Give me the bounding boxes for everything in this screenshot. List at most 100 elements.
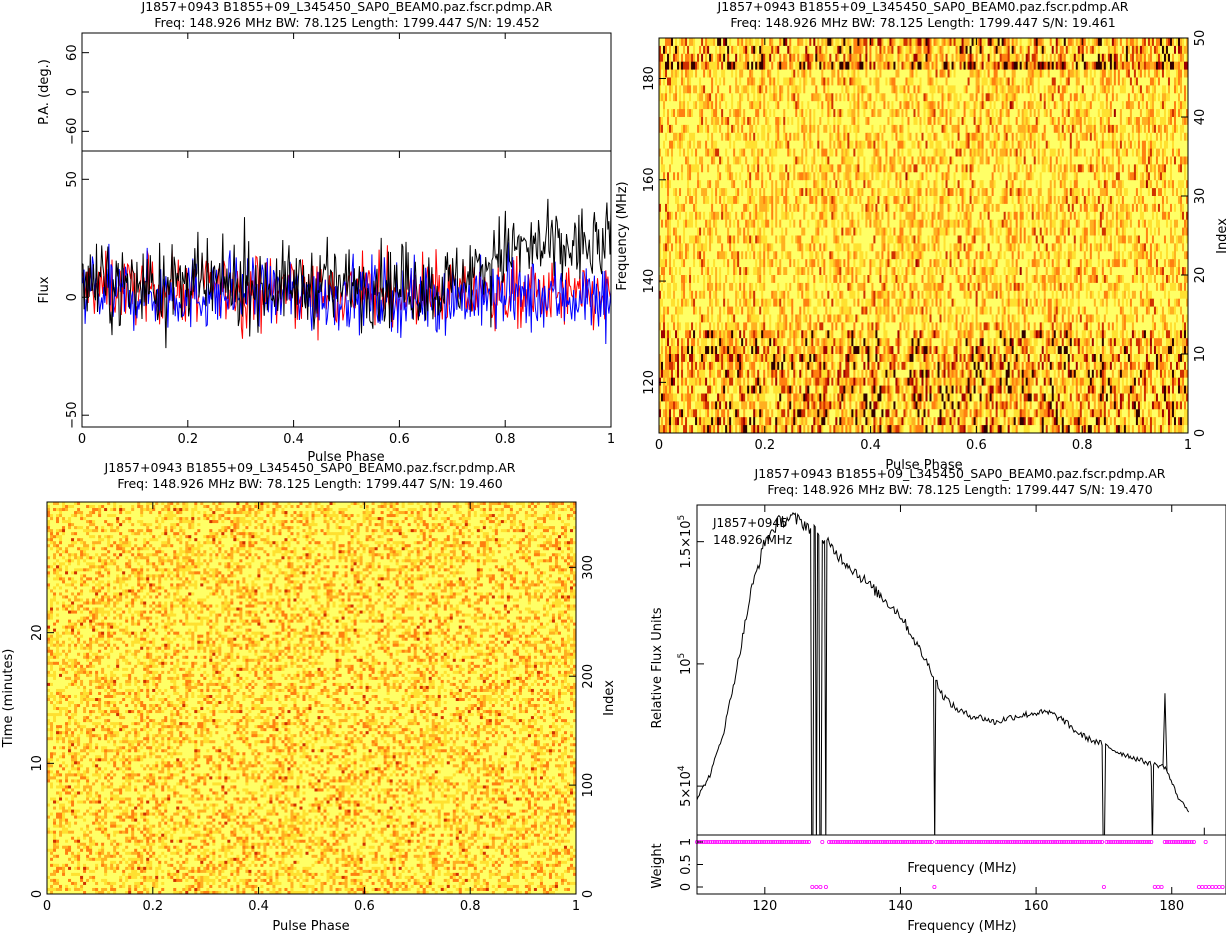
freq-phase-cell xyxy=(993,85,997,94)
panel-freq-phase: J1857+0943 B1855+09_L345450_SAP0_BEAM0.p… xyxy=(615,0,1226,473)
freq-phase-cell xyxy=(725,93,728,102)
freq-phase-cell xyxy=(1147,45,1151,55)
freq-phase-cell xyxy=(817,109,820,118)
freq-phase-cell xyxy=(871,45,874,55)
freq-phase-cell xyxy=(665,38,668,47)
freq-phase-cell xyxy=(1067,61,1071,70)
freq-phase-cell xyxy=(693,117,696,126)
freq-phase-cell xyxy=(759,38,762,47)
freq-phase-cell xyxy=(873,93,876,102)
freq-phase-cell xyxy=(715,101,718,110)
freq-phase-cell xyxy=(1063,61,1067,70)
freq-phase-cell xyxy=(807,69,810,78)
freq-phase-cell xyxy=(1065,38,1069,47)
freq-phase-cell xyxy=(745,45,748,55)
freq-phase-cell xyxy=(905,85,908,94)
freq-phase-cell xyxy=(827,77,830,86)
freq-phase-cell xyxy=(1169,69,1173,78)
freq-phase-cell xyxy=(661,45,664,55)
freq-phase-cell xyxy=(1087,109,1091,118)
freq-phase-cell xyxy=(1075,61,1079,70)
freq-phase-cell xyxy=(881,77,884,86)
freq-phase-cell xyxy=(961,69,964,78)
freq-phase-cell xyxy=(1095,45,1099,55)
freq-phase-cell xyxy=(767,85,770,94)
freq-phase-cell xyxy=(1143,45,1147,55)
freq-phase-cell xyxy=(971,101,974,110)
freq-phase-cell xyxy=(921,77,924,86)
freq-phase-cell xyxy=(821,93,824,102)
freq-phase-cell xyxy=(787,53,790,63)
freq-phase-cell xyxy=(1131,93,1135,102)
freq-phase-cell xyxy=(955,85,958,94)
freq-phase-cell xyxy=(907,101,910,110)
freq-phase-cell xyxy=(757,45,760,55)
freq-phase-cell xyxy=(1127,109,1131,118)
freq-phase-cell xyxy=(889,101,892,110)
freq-phase-cell xyxy=(1121,101,1125,110)
freq-phase-cell xyxy=(681,85,684,94)
freq-phase-cell xyxy=(1071,61,1075,70)
freq-phase-cell xyxy=(735,69,738,78)
freq-phase-cell xyxy=(941,109,944,118)
freq-phase-cell xyxy=(967,38,970,47)
freq-phase-cell xyxy=(1003,61,1007,70)
freq-phase-cell xyxy=(1005,85,1009,94)
freq-phase-cell xyxy=(1047,69,1051,78)
freq-phase-cell xyxy=(1079,77,1083,86)
freq-phase-cell xyxy=(1111,101,1115,110)
freq-phase-cell xyxy=(931,61,934,70)
freq-phase-cell xyxy=(983,69,987,78)
freq-phase-cell xyxy=(991,85,995,94)
freq-phase-cell xyxy=(705,38,708,47)
freq-phase-cell xyxy=(865,38,868,47)
freq-phase-cell xyxy=(727,77,730,86)
freq-phase-cell xyxy=(833,101,836,110)
freq-phase-cell xyxy=(823,61,826,70)
freq-phase-cell xyxy=(1119,53,1123,63)
freq-phase-cell xyxy=(727,69,730,78)
freq-phase-cell xyxy=(685,53,688,63)
freq-phase-cell xyxy=(1011,38,1015,47)
freq-phase-cell xyxy=(705,117,708,126)
freq-phase-cell xyxy=(825,45,828,55)
freq-phase-cell xyxy=(839,61,842,70)
freq-phase-cell xyxy=(711,77,714,86)
freq-phase-cell xyxy=(1105,53,1109,63)
freq-phase-cell xyxy=(799,69,802,78)
freq-phase-cell xyxy=(809,38,812,47)
freq-phase-cell xyxy=(825,85,828,94)
freq-phase-cell xyxy=(853,85,856,94)
freq-phase-cell xyxy=(719,45,722,55)
freq-phase-cell xyxy=(955,109,958,118)
freq-phase-cell xyxy=(685,93,688,102)
freq-phase-cell xyxy=(787,38,790,47)
freq-phase-cell xyxy=(1059,85,1063,94)
profile-series-stokes_i xyxy=(82,198,611,349)
freq-phase-cell xyxy=(1049,69,1053,78)
freq-phase-cell xyxy=(687,45,690,55)
freq-phase-cell xyxy=(833,85,836,94)
freq-phase-cell xyxy=(1083,101,1087,110)
freq-phase-cell xyxy=(1155,85,1159,94)
freq-phase-cell xyxy=(905,109,908,118)
freq-phase-cell xyxy=(941,69,944,78)
freq-phase-cell xyxy=(1145,38,1149,47)
freq-phase-cell xyxy=(1001,53,1005,63)
freq-phase-cell xyxy=(695,109,698,118)
freq-phase-cell xyxy=(795,77,798,86)
freq-phase-cell xyxy=(845,53,848,63)
freq-phase-cell xyxy=(809,53,812,63)
freq-phase-cell xyxy=(1043,85,1047,94)
freq-phase-cell xyxy=(1107,38,1111,47)
freq-phase-cell xyxy=(705,101,708,110)
freq-phase-cell xyxy=(1081,77,1085,86)
freq-phase-cell xyxy=(1141,77,1145,86)
freq-phase-cell xyxy=(1039,61,1043,70)
freq-phase-cell xyxy=(995,85,999,94)
freq-phase-cell xyxy=(741,85,744,94)
freq-phase-cell xyxy=(961,85,964,94)
freq-phase-cell xyxy=(663,85,666,94)
freq-phase-cell xyxy=(783,69,786,78)
